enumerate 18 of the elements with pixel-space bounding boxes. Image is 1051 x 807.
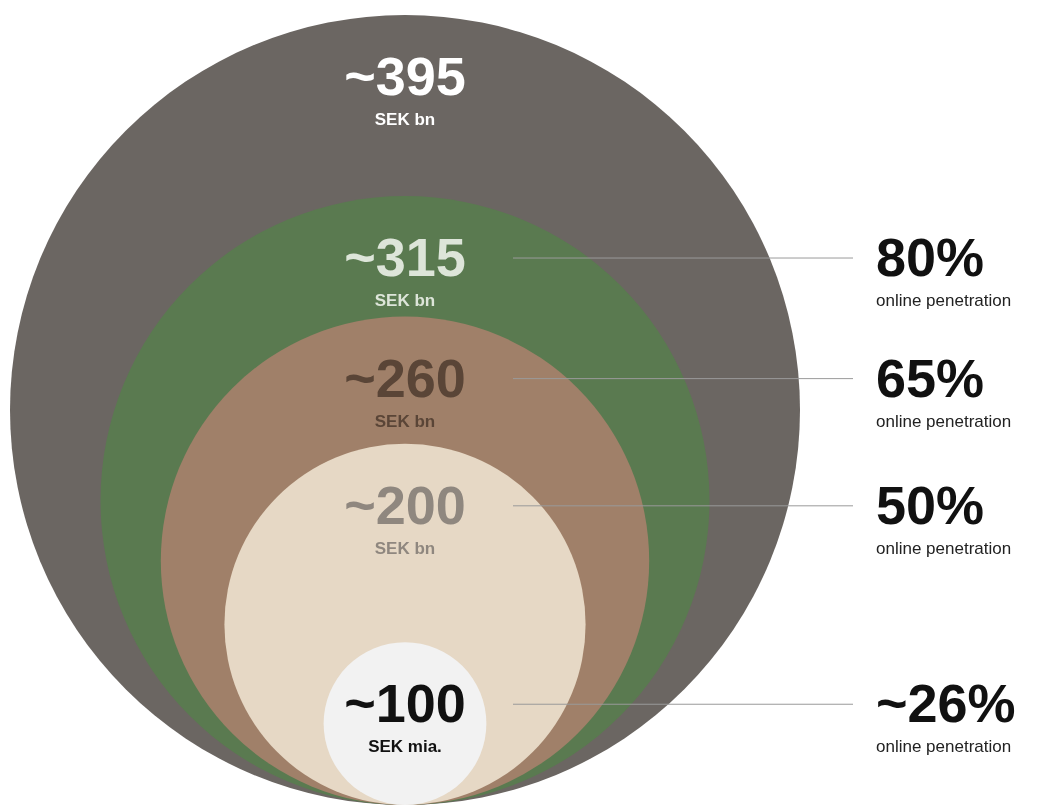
category-label: SEK bn (374, 110, 436, 129)
data-label: 80% (876, 227, 985, 288)
data-label: ~200 (344, 474, 466, 535)
data-label: ~315 (344, 227, 466, 288)
data-label: ~100 (344, 673, 466, 734)
category-label: SEK bn (374, 291, 436, 311)
category-label: SEK bn (374, 538, 436, 558)
data-label: ~395 (344, 46, 466, 106)
category-label: SEK bn (374, 411, 436, 431)
text: online penetration (876, 538, 1012, 558)
data-label: 50% (876, 474, 985, 535)
data-label: 65% (876, 347, 985, 408)
data-label: ~26% (876, 673, 1016, 734)
text: online penetration (876, 411, 1012, 431)
text: online penetration (876, 737, 1012, 757)
category-label: SEK mia. (368, 737, 442, 757)
text: online penetration (876, 291, 1012, 311)
data-label: ~260 (344, 347, 466, 408)
